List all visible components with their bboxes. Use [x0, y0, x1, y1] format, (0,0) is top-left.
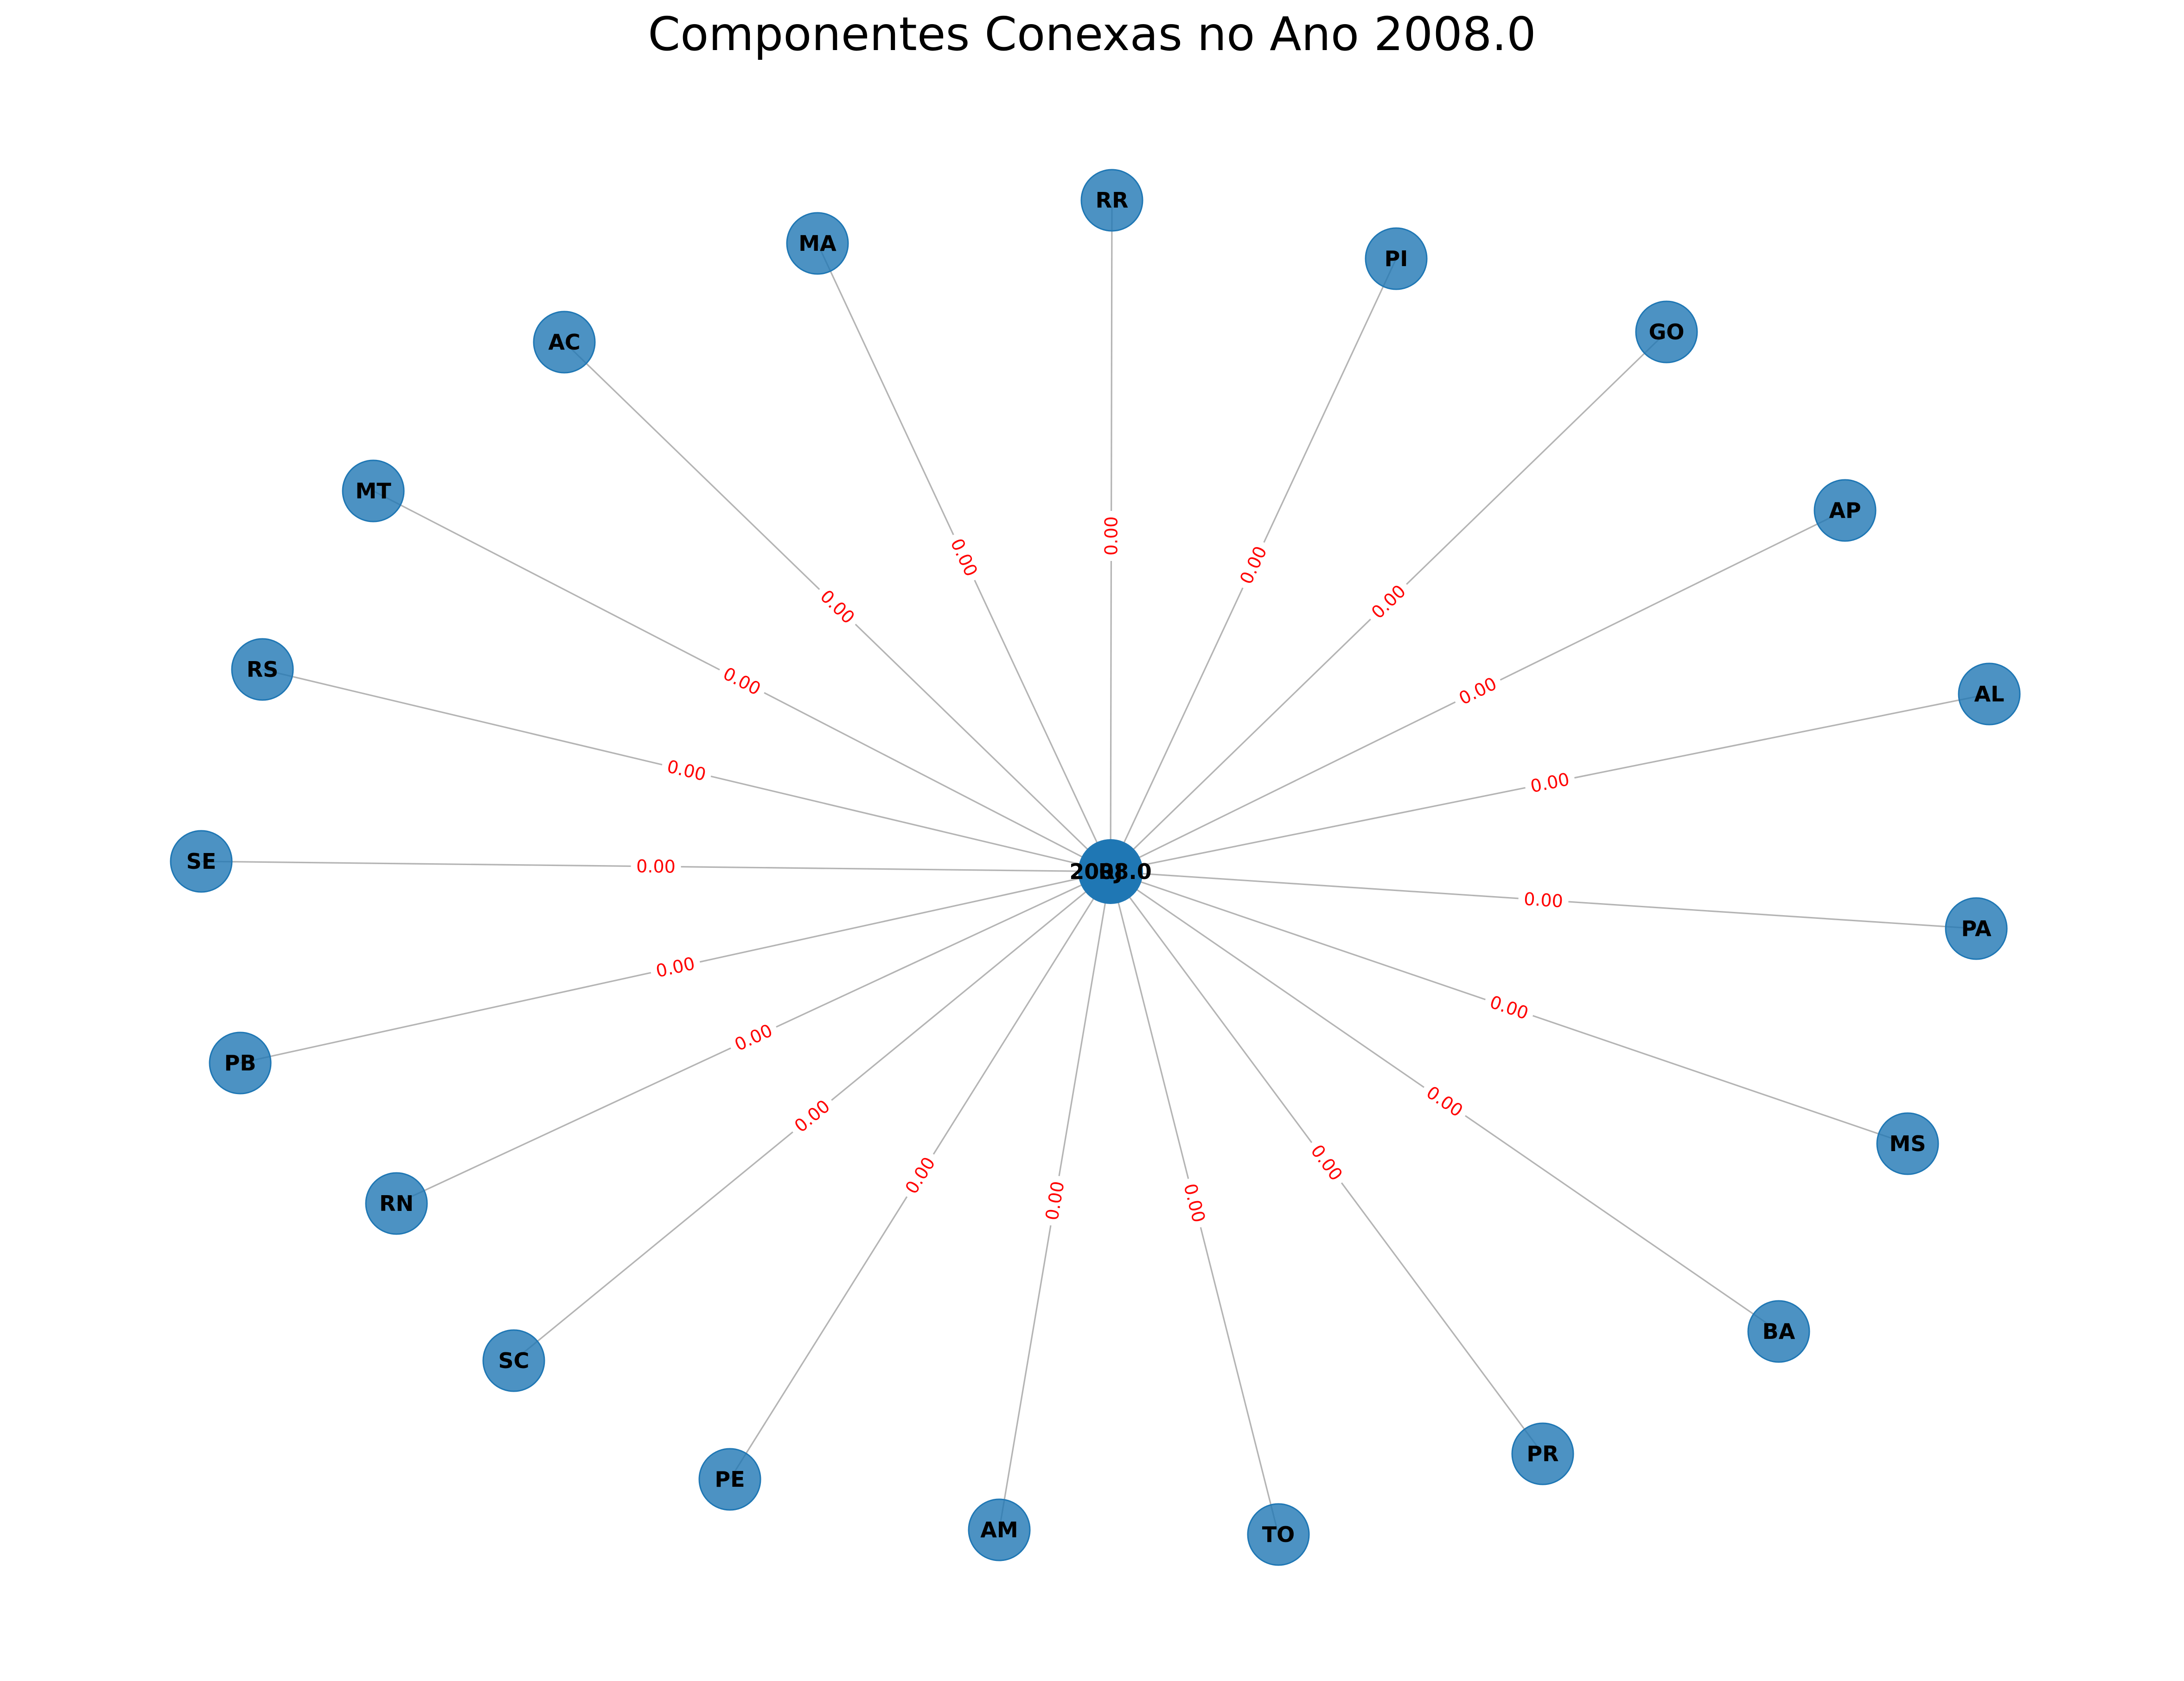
edge-label-bg	[943, 530, 985, 585]
node-label-pi: PI	[1385, 246, 1408, 271]
edge-label-bg	[715, 660, 769, 703]
node-label-overlap: RJ	[1098, 859, 1123, 884]
edge-label-bg	[1482, 989, 1537, 1026]
node-label-go: GO	[1649, 319, 1685, 344]
node-ms	[1876, 1112, 1939, 1175]
node-label-to: TO	[1262, 1522, 1295, 1547]
edge-label-bg	[897, 1148, 943, 1203]
edge-label-bg	[1523, 767, 1577, 799]
edge-label-bg	[1518, 887, 1569, 913]
node-ba	[1747, 1300, 1810, 1363]
node-ap	[1814, 479, 1877, 542]
node-label-center: 2008.0	[1069, 859, 1152, 884]
edge-label-bg	[1040, 1174, 1070, 1228]
node-label-am: AM	[980, 1517, 1018, 1542]
node-label-mt: MT	[355, 478, 391, 503]
edge-label-bg	[1363, 576, 1414, 627]
node-label-ac: AC	[548, 330, 580, 355]
node-label-rr: RR	[1096, 188, 1129, 213]
edge-label-pb: 0.00	[654, 953, 696, 981]
edge-label-mt: 0.00	[720, 663, 764, 700]
node-am	[968, 1498, 1031, 1561]
edge-label-bg	[631, 855, 681, 878]
edge-label-am: 0.00	[1041, 1180, 1068, 1222]
edge-label-bg	[1100, 510, 1123, 561]
edge-label-bg	[1450, 670, 1506, 712]
node-label-ap: AP	[1829, 498, 1861, 523]
edge-label-bg	[1418, 1078, 1472, 1125]
edge-label-rs: 0.00	[665, 756, 708, 785]
node-mt	[342, 459, 405, 522]
node-pe	[698, 1448, 761, 1511]
node-pi	[1365, 227, 1428, 290]
node-se	[170, 830, 233, 893]
edge-label-bg	[659, 754, 714, 787]
node-label-pe: PE	[715, 1467, 745, 1492]
chart-title: Componentes Conexas no Ano 2008.0	[648, 7, 1536, 61]
node-rn	[365, 1172, 428, 1235]
node-ac	[533, 311, 596, 374]
edge-label-pa: 0.00	[1523, 889, 1564, 911]
node-label-ms: MS	[1890, 1131, 1926, 1156]
node-pa	[1945, 897, 2008, 960]
node-ma	[786, 212, 849, 275]
node-go	[1635, 300, 1698, 363]
node-pr	[1511, 1422, 1574, 1485]
nodes-layer: RR PI GO AP AL PA MS BA PR TO AM PE SC RN PB SE RS MT AC MA…	[170, 169, 2021, 1566]
node-label-rs: RS	[247, 657, 279, 682]
edge-label-se: 0.00	[636, 856, 676, 877]
node-label-al: AL	[1974, 681, 2005, 707]
node-label-se: SE	[186, 849, 217, 874]
node-label-sc: SC	[498, 1348, 530, 1373]
node-label-rn: RN	[379, 1191, 414, 1216]
node-al	[1958, 662, 2021, 726]
edge-label-bg	[648, 951, 702, 984]
node-center	[1078, 839, 1143, 904]
node-pb	[209, 1032, 272, 1095]
node-label-pa: PA	[1961, 916, 1991, 941]
node-sc	[482, 1329, 545, 1392]
edge-label-ap: 0.00	[1456, 673, 1500, 709]
edge-label-bg	[1232, 537, 1274, 593]
edge-label-to: 0.00	[1180, 1182, 1209, 1225]
edge-label-bg	[1303, 1136, 1351, 1190]
edge-label-rr: 0.00	[1101, 516, 1121, 556]
edge-label-bg	[1177, 1176, 1212, 1230]
edge-label-bg	[811, 581, 863, 632]
edge-label-bg	[785, 1091, 839, 1141]
node-label-pr: PR	[1526, 1441, 1558, 1466]
node-rr	[1080, 169, 1143, 232]
edge-label-bg	[726, 1017, 781, 1058]
node-rs	[231, 638, 294, 701]
node-label-ba: BA	[1763, 1319, 1795, 1344]
edge-label-al: 0.00	[1529, 769, 1571, 797]
node-to	[1247, 1503, 1310, 1566]
node-label-pb: PB	[224, 1051, 256, 1076]
node-label-ma: MA	[798, 231, 837, 256]
